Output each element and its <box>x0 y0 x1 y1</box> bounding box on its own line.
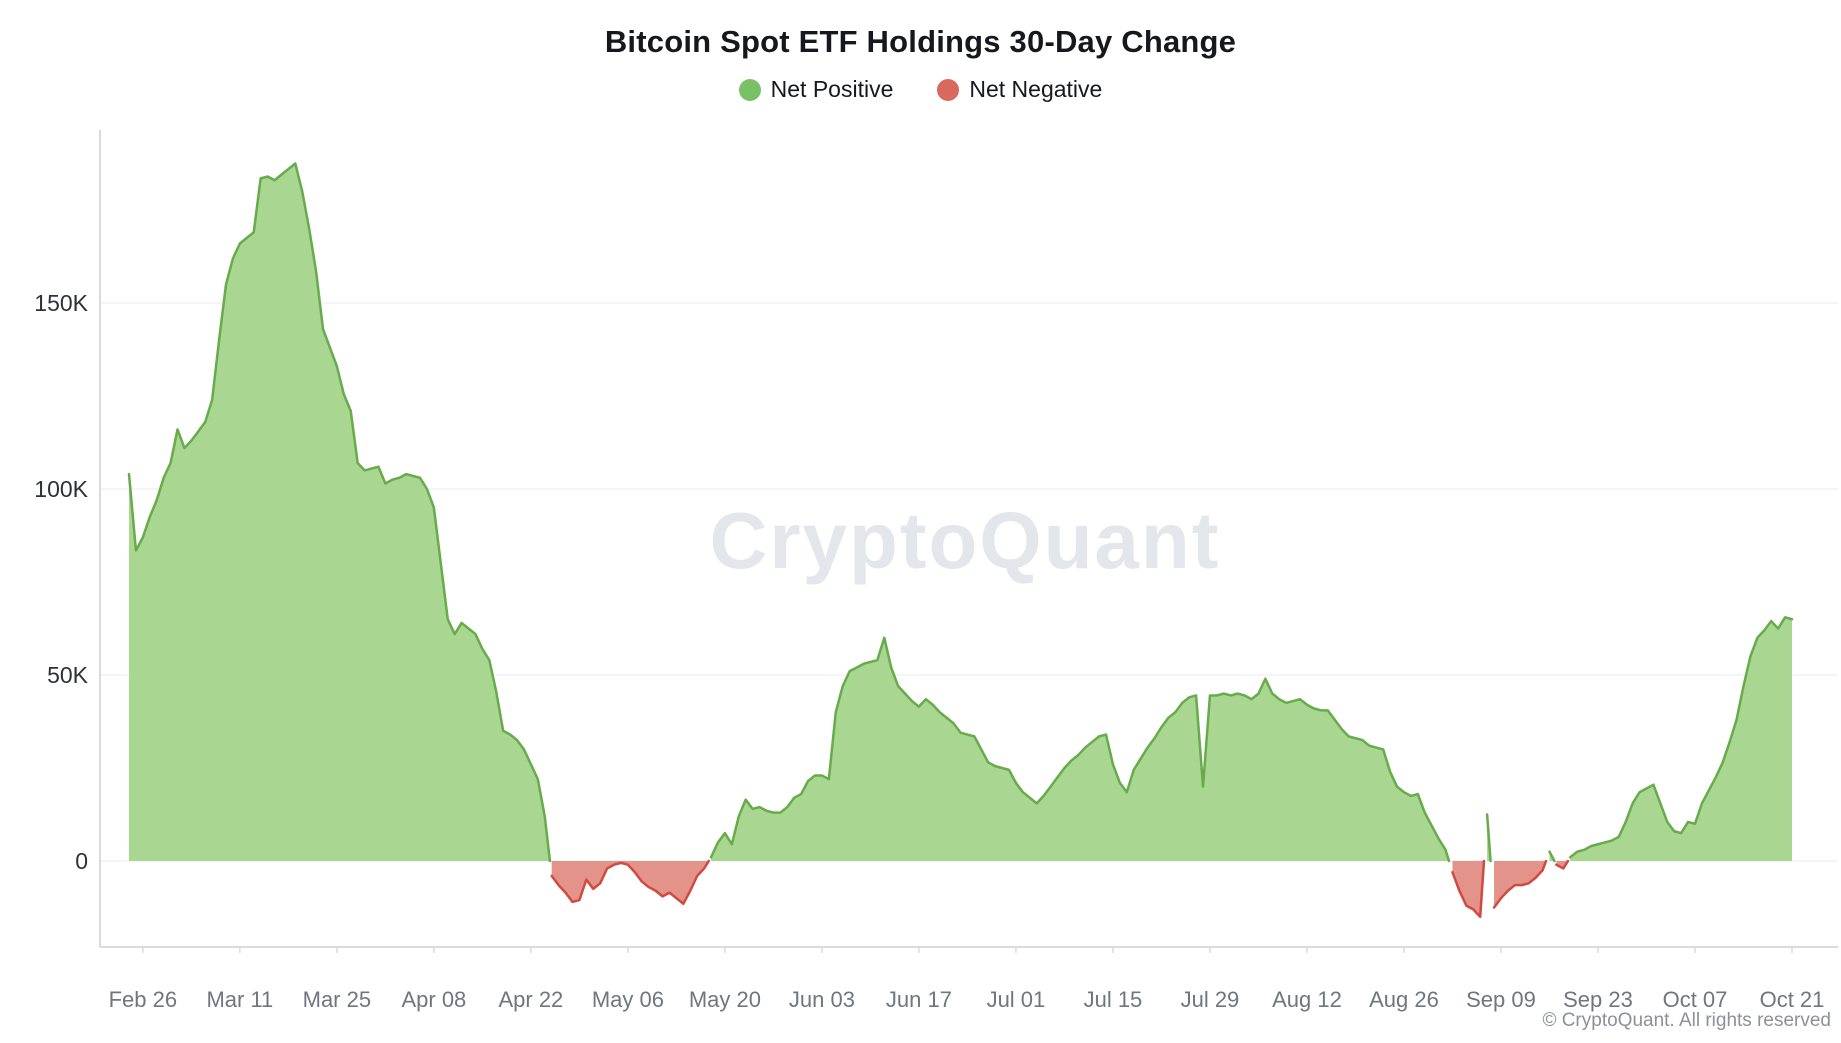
x-tick-label: Jun 17 <box>886 987 952 1012</box>
net-negative-area <box>551 861 709 904</box>
chart-legend: Net Positive Net Negative <box>0 76 1841 103</box>
watermark: CryptoQuant <box>710 496 1221 585</box>
x-tick-label: Mar 11 <box>206 987 273 1012</box>
y-tick-label: 0 <box>75 848 88 874</box>
net-positive-line <box>1548 850 1556 863</box>
net-negative-area <box>1452 861 1484 917</box>
x-tick-label: Jun 03 <box>789 987 855 1012</box>
x-tick-label: Jul 01 <box>987 987 1046 1012</box>
net-negative-area <box>1556 861 1568 869</box>
y-axis-labels: 150K 100K 50K 0 <box>34 290 88 874</box>
chart-header: Bitcoin Spot ETF Holdings 30-Day Change … <box>0 24 1841 103</box>
x-tick-label: May 06 <box>592 987 664 1012</box>
net-positive-area <box>129 163 550 861</box>
y-tick-label: 100K <box>34 476 88 502</box>
x-tick-label: Feb 26 <box>109 987 178 1012</box>
x-tick-label: Mar 25 <box>303 987 371 1012</box>
copyright-note: © CryptoQuant. All rights reserved <box>1542 1010 1831 1031</box>
x-tick-label: Aug 26 <box>1369 987 1439 1012</box>
net-positive-dot-icon <box>738 78 761 101</box>
chart-title: Bitcoin Spot ETF Holdings 30-Day Change <box>604 24 1237 59</box>
net-negative-line <box>1451 859 1486 919</box>
x-axis-labels: Feb 26 Mar 11 Mar 25 Apr 08 Apr 22 May 06 May … <box>109 987 1825 1012</box>
legend-label-net-negative: Net Negative <box>969 76 1103 102</box>
y-tick-label: 50K <box>47 662 89 688</box>
net-negative-line <box>1492 859 1548 909</box>
axis-lines <box>99 130 1838 953</box>
x-tick-label: Oct 07 <box>1663 987 1728 1012</box>
x-tick-label: Jul 15 <box>1084 987 1143 1012</box>
y-tick-label: 150K <box>34 290 88 316</box>
legend-item-net-positive[interactable]: Net Positive <box>738 76 894 103</box>
net-positive-line <box>1569 616 1794 859</box>
x-tick-label: Sep 09 <box>1466 987 1536 1012</box>
net-positive-line <box>1485 813 1492 863</box>
series-areas <box>127 162 1794 919</box>
net-positive-line <box>127 162 552 863</box>
legend-item-net-negative[interactable]: Net Negative <box>937 76 1102 103</box>
x-tick-label: Sep 23 <box>1563 987 1633 1012</box>
legend-label-net-positive: Net Positive <box>770 76 894 102</box>
net-positive-area <box>1570 617 1792 861</box>
x-tick-label: Aug 12 <box>1272 987 1342 1012</box>
x-tick-label: Apr 22 <box>498 987 563 1012</box>
net-negative-dot-icon <box>937 78 960 101</box>
net-negative-line <box>1555 859 1570 870</box>
x-tick-label: May 20 <box>689 987 761 1012</box>
net-positive-area <box>711 637 1450 861</box>
net-negative-line <box>550 859 710 906</box>
net-positive-line <box>709 636 1451 863</box>
x-tick-label: Jul 29 <box>1181 987 1240 1012</box>
x-tick-label: Apr 08 <box>401 987 466 1012</box>
x-tick-label: Oct 21 <box>1760 987 1825 1012</box>
